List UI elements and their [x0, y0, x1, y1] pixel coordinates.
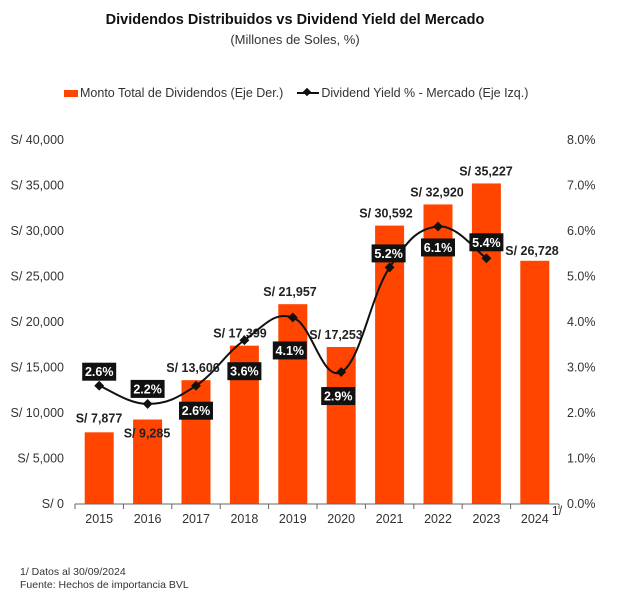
y-left-tick-label: S/ 35,000 — [10, 179, 64, 193]
x-tick-label: 2020 — [327, 512, 355, 526]
y-right-tick-label: 3.0% — [567, 361, 596, 375]
footnote-source: Fuente: Hechos de importancia BVL — [20, 579, 189, 591]
bar — [133, 419, 163, 504]
x-tick-label: 2024 — [521, 512, 549, 526]
legend-line-swatch — [297, 88, 320, 98]
bar-value-label: S/ 9,285 — [124, 427, 171, 441]
y-right-tick-label: 5.0% — [567, 270, 596, 284]
y-right-tick-label: 7.0% — [567, 179, 596, 193]
y-left-tick-label: S/ 30,000 — [10, 224, 64, 238]
chart-title: Dividendos Distribuidos vs Dividend Yiel… — [105, 12, 485, 28]
yield-point-marker — [336, 367, 347, 377]
x-tick-label: 2021 — [376, 512, 404, 526]
legend-line-label: Dividend Yield % - Mercado (Eje Izq.) — [321, 86, 529, 100]
bar-value-label: S/ 17,399 — [213, 327, 267, 341]
bar — [278, 304, 308, 504]
yield-point-marker — [384, 262, 395, 273]
legend-bar-label: Monto Total de Dividendos (Eje Der.) — [80, 86, 284, 100]
bar — [471, 183, 501, 504]
bar-value-label: S/ 32,920 — [410, 185, 464, 199]
y-left-tick-label: S/ 5,000 — [17, 452, 64, 466]
bar-value-label: S/ 30,592 — [359, 207, 413, 221]
yield-point-marker — [191, 380, 201, 391]
x-tick-label: 2019 — [279, 512, 307, 526]
yield-label: 2.2% — [133, 382, 162, 396]
bar-value-label: S/ 17,253 — [309, 328, 363, 342]
yield-line — [98, 225, 487, 405]
yield-label-box — [469, 233, 504, 252]
y-right-tick-label: 4.0% — [567, 315, 596, 329]
yield-label-box — [227, 362, 262, 381]
x-tick-label: 2023 — [472, 512, 500, 526]
x-tick-superscript: 1/ — [552, 504, 563, 518]
bar-value-label: S/ 7,877 — [76, 411, 123, 425]
legend-bar-swatch — [64, 89, 78, 97]
yield-label-box — [179, 401, 213, 420]
yield-label-box — [82, 362, 117, 381]
yield-label: 2.6% — [182, 404, 211, 418]
x-tick-label: 2017 — [182, 512, 210, 526]
y-left-tick-label: S/ 15,000 — [10, 361, 64, 375]
legend: Monto Total de Dividendos (Eje Der.) Div… — [64, 86, 528, 100]
yield-label-box — [421, 238, 455, 257]
y-left-tick-label: S/ 25,000 — [10, 270, 64, 284]
bar-value-label: S/ 13,606 — [166, 361, 220, 375]
y-right-tick-label: 6.0% — [567, 224, 596, 238]
y-left-tick-label: S/ 0 — [42, 497, 64, 511]
bar-value-label: S/ 35,227 — [459, 164, 513, 178]
yield-label: 3.6% — [230, 365, 259, 379]
yield-point-marker — [142, 398, 153, 409]
bar — [520, 260, 550, 504]
yield-label-box — [371, 244, 406, 263]
x-tick-label: 2016 — [134, 512, 162, 526]
y-right-tick-label: 1.0% — [567, 452, 596, 466]
y-right-tick-label: 8.0% — [567, 133, 596, 147]
x-tick-label: 2018 — [230, 512, 258, 526]
bar — [84, 432, 114, 504]
yield-point-marker — [94, 380, 105, 391]
yield-label: 6.1% — [424, 241, 453, 255]
x-tick-label: 2015 — [85, 512, 113, 526]
yield-label: 2.9% — [324, 390, 353, 404]
y-left-tick-label: S/ 20,000 — [10, 315, 64, 329]
yield-point-marker — [239, 335, 250, 346]
bar-value-label: S/ 21,957 — [263, 285, 317, 299]
yield-label: 2.6% — [85, 365, 114, 379]
y-left-tick-label: S/ 40,000 — [10, 133, 64, 147]
x-tick-label: 2022 — [424, 512, 452, 526]
footnote-date: 1/ Datos al 30/09/2024 — [20, 566, 126, 578]
chart-subtitle: (Millones de Soles, %) — [230, 32, 360, 47]
yield-point-marker — [433, 221, 443, 232]
yield-label-box — [130, 379, 165, 398]
yield-point-marker — [481, 253, 492, 264]
y-right-tick-label: 2.0% — [567, 406, 596, 420]
yield-label: 5.4% — [472, 236, 501, 250]
bar — [181, 380, 211, 504]
yield-label-box — [321, 387, 356, 406]
yield-label-box — [272, 341, 307, 360]
bar-value-label: S/ 26,728 — [505, 244, 559, 258]
yield-point-marker — [287, 312, 298, 323]
yield-label: 5.2% — [374, 247, 403, 261]
y-left-tick-label: S/ 10,000 — [10, 406, 64, 420]
y-right-tick-label: 0.0% — [567, 497, 596, 511]
yield-label: 4.1% — [276, 344, 305, 358]
